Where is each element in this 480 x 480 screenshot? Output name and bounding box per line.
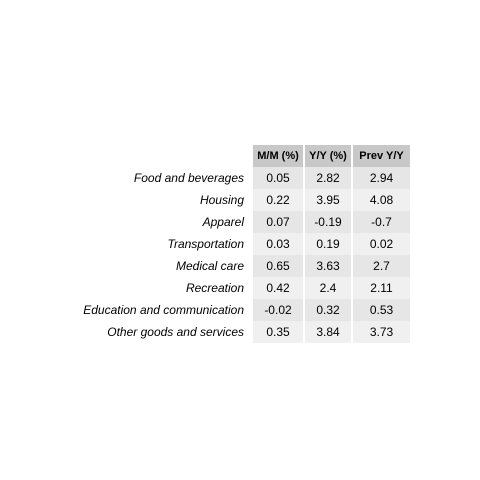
table-cell: 2.11 bbox=[353, 277, 410, 299]
table-cell: 2.7 bbox=[353, 255, 410, 277]
table-cell: 2.94 bbox=[353, 167, 410, 189]
corner-cell bbox=[66, 145, 251, 167]
table-cell: 0.53 bbox=[353, 299, 410, 321]
table-cell: -0.7 bbox=[353, 211, 410, 233]
row-label: Apparel bbox=[202, 215, 244, 229]
header-row: M/M (%) Y/Y (%) Prev Y/Y bbox=[66, 145, 410, 167]
table-cell: 3.95 bbox=[305, 189, 351, 211]
column-header-mm: M/M (%) bbox=[253, 145, 303, 167]
table-cell: 0.02 bbox=[353, 233, 410, 255]
row-label: Transportation bbox=[167, 237, 244, 251]
table-cell: -0.19 bbox=[305, 211, 351, 233]
table-row: Recreation 0.42 2.4 2.11 bbox=[66, 277, 410, 299]
table-cell: 3.63 bbox=[305, 255, 351, 277]
table-cell: 0.22 bbox=[253, 189, 303, 211]
table-cell: 3.84 bbox=[305, 321, 351, 343]
table-cell: 0.03 bbox=[253, 233, 303, 255]
table-row: Food and beverages 0.05 2.82 2.94 bbox=[66, 167, 410, 189]
table-row: Housing 0.22 3.95 4.08 bbox=[66, 189, 410, 211]
row-label: Food and beverages bbox=[133, 171, 244, 185]
row-label: Recreation bbox=[185, 281, 244, 295]
table-body: Food and beverages 0.05 2.82 2.94 Housing 0.2… bbox=[66, 167, 410, 343]
row-label: Other goods and services bbox=[107, 325, 244, 339]
table-cell: 0.32 bbox=[305, 299, 351, 321]
table-row: Other goods and services 0.35 3.84 3.73 bbox=[66, 321, 410, 343]
table-cell: 0.42 bbox=[253, 277, 303, 299]
row-label: Medical care bbox=[175, 259, 244, 273]
table-row: Transportation 0.03 0.19 0.02 bbox=[66, 233, 410, 255]
table-cell: 0.65 bbox=[253, 255, 303, 277]
table-cell: 2.82 bbox=[305, 167, 351, 189]
column-header-yy: Y/Y (%) bbox=[305, 145, 351, 167]
table-row: Medical care 0.65 3.63 2.7 bbox=[66, 255, 410, 277]
table-cell: 0.35 bbox=[253, 321, 303, 343]
table-row: Apparel 0.07 -0.19 -0.7 bbox=[66, 211, 410, 233]
row-label: Housing bbox=[199, 193, 244, 207]
table-cell: 3.73 bbox=[353, 321, 410, 343]
column-header-prev-yy: Prev Y/Y bbox=[353, 145, 410, 167]
row-label: Education and communication bbox=[83, 303, 244, 317]
table-cell: 0.07 bbox=[253, 211, 303, 233]
table-cell: 4.08 bbox=[353, 189, 410, 211]
table-cell: 0.05 bbox=[253, 167, 303, 189]
table-row: Education and communication -0.02 0.32 0.53 bbox=[66, 299, 410, 321]
table-cell: 0.19 bbox=[305, 233, 351, 255]
table-cell: -0.02 bbox=[253, 299, 303, 321]
table-cell: 2.4 bbox=[305, 277, 351, 299]
data-table: M/M (%) Y/Y (%) Prev Y/Y Food and bevera… bbox=[64, 145, 412, 343]
